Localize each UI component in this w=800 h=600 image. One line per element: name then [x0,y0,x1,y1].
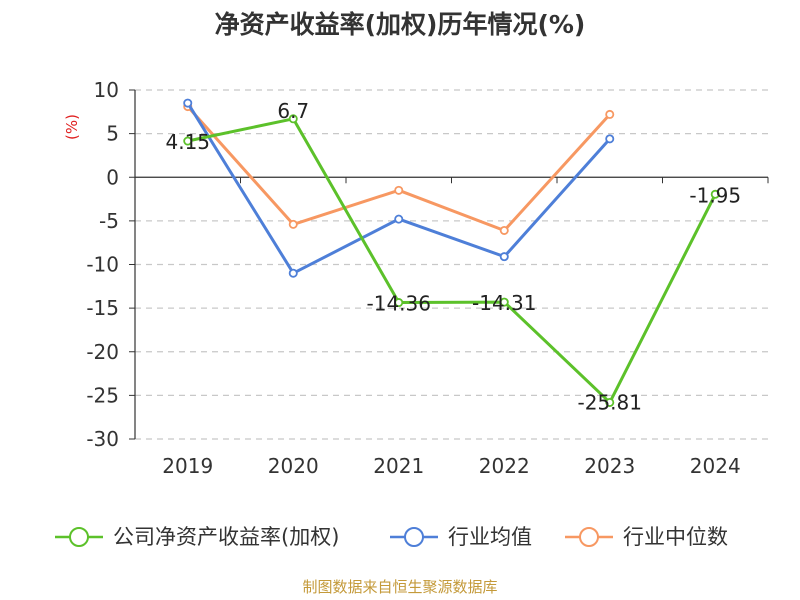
data-label: -14.36 [367,292,431,316]
legend-label: 行业均值 [448,525,532,549]
data-point [288,219,298,229]
data-point [605,397,615,407]
source-note: 制图数据来自恒生聚源数据库 [302,578,497,596]
x-tick-label: 2020 [268,454,319,478]
data-label: -14.31 [472,291,536,315]
legend-label: 公司净资产收益率(加权) [113,525,339,549]
series-layer [183,98,720,407]
data-point [499,225,509,235]
data-point [288,268,298,278]
y-tick-label: -25 [86,383,119,407]
axes: 10 5 0 -5 -10 -15 -20 -25 -30 2019 2020 2021 2022 202… [86,78,769,478]
data-label: -1.95 [689,183,741,207]
y-tick-label: 5 [106,122,119,146]
y-tick-label: -20 [86,340,119,364]
data-point [605,109,615,119]
y-tick-label: -30 [86,427,119,451]
legend-label: 行业中位数 [623,525,728,549]
data-point [394,298,404,308]
x-tick-label: 2024 [690,454,741,478]
y-tick-label: 0 [106,165,119,189]
x-tick-label: 2021 [373,454,424,478]
series-1 [183,98,615,278]
data-point [394,214,404,224]
legend-swatch-marker [69,527,89,547]
series-2 [183,102,615,235]
data-label: -25.81 [578,390,642,414]
y-tick-label: -15 [86,296,119,320]
chart-title: 净资产收益率(加权)历年情况(%) [215,10,586,39]
data-point [183,98,193,108]
data-point [499,297,509,307]
series-0 [183,114,720,407]
legend-item-1: 行业均值 [390,525,532,549]
data-point [183,136,193,146]
legend-swatch-marker [579,527,599,547]
series-line [186,105,612,232]
y-tick-label: -5 [99,209,119,233]
legend-swatch-marker [404,527,424,547]
legend-item-0: 公司净资产收益率(加权) [55,525,339,549]
x-tick-label: 2019 [162,454,213,478]
y-tick-label: -10 [86,253,119,277]
data-point [394,185,404,195]
data-point [499,252,509,262]
y-tick-label: 10 [94,78,119,102]
x-tick-label: 2023 [584,454,635,478]
legend-item-2: 行业中位数 [565,525,728,549]
data-labels: 4.15 6.7 -14.36 -14.31 -25.81 -1.95 [165,99,741,415]
series-line [186,117,717,404]
data-point [288,114,298,124]
x-tick-label: 2022 [479,454,530,478]
data-point [605,134,615,144]
data-point [710,189,720,199]
data-label: 6.7 [277,99,309,123]
gridlines [135,89,768,440]
data-label: 4.15 [165,130,210,154]
y-axis-unit: (%) [63,114,81,140]
legend: 公司净资产收益率(加权) 行业均值 行业中位数 [55,525,728,549]
